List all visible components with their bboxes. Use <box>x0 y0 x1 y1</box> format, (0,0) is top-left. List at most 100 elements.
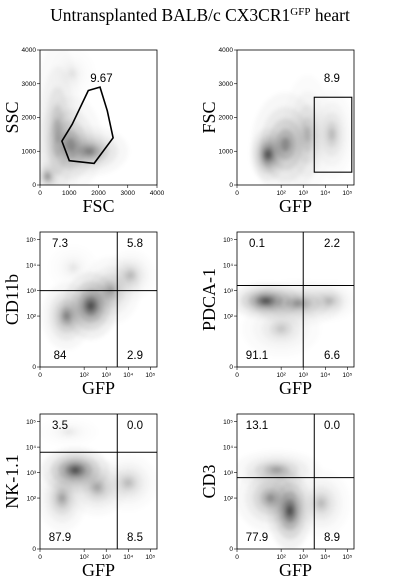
x-tick-label: 0 <box>235 372 239 379</box>
y-tick-label: 0 <box>32 182 36 189</box>
x-tick-label: 10⁴ <box>320 372 330 379</box>
y-tick-label: 10⁵ <box>26 237 36 244</box>
x-tick-label: 10⁴ <box>123 554 133 561</box>
density-cloud <box>244 455 336 549</box>
y-tick-label: 1000 <box>219 148 234 155</box>
y-tick-label: 10³ <box>224 470 234 477</box>
density-blob <box>63 311 70 321</box>
quadrant-percent-lr: 6.6 <box>324 350 340 362</box>
y-axis-label: PDCA-1 <box>199 268 219 331</box>
density-blob <box>328 128 335 141</box>
y-axis-label: CD11b <box>2 274 22 325</box>
density-blob <box>70 466 80 474</box>
x-tick-label: 0 <box>38 554 42 561</box>
y-axis-label: CD3 <box>199 464 219 498</box>
x-axis-label: FSC <box>82 196 114 216</box>
density-blob <box>280 137 291 152</box>
plot-frame <box>236 231 355 368</box>
y-tick-label: 10⁴ <box>26 444 36 451</box>
x-tick-label: 10⁵ <box>342 190 352 197</box>
density-blob <box>93 484 102 492</box>
x-tick-label: 10² <box>276 554 286 561</box>
x-axis-label: GFP <box>279 196 312 216</box>
y-tick-label: 4000 <box>219 47 234 54</box>
x-tick-label: 1000 <box>62 190 77 197</box>
quadrant-percent-ul: 0.1 <box>249 238 265 250</box>
gate-percent: 9.67 <box>90 73 112 85</box>
panel-3: 0 10² 10³ 10⁴ 10⁵ 0 10² 10³ 10⁴ 10⁵ GFP CD11b 7.3 5.8… <box>2 231 158 398</box>
x-tick-label: 10⁴ <box>320 554 330 561</box>
plot-frame <box>236 413 355 550</box>
quadrant-percent-ll: 84 <box>54 350 67 362</box>
y-tick-label: 10³ <box>27 470 37 477</box>
quadrant-percent-ll: 87.9 <box>49 532 71 544</box>
y-tick-label: 0 <box>32 364 36 371</box>
quadrant-percent-lr: 8.9 <box>324 532 340 544</box>
quadrant-percent-ll: 91.1 <box>246 350 268 362</box>
density-cloud <box>250 104 343 183</box>
y-tick-label: 10⁵ <box>223 419 233 426</box>
y-tick-label: 10⁴ <box>26 262 36 269</box>
x-tick-label: 10³ <box>102 554 112 561</box>
gate-rect <box>313 96 353 173</box>
x-tick-label: 10² <box>79 554 89 561</box>
y-tick-label: 0 <box>229 364 233 371</box>
y-tick-label: 3000 <box>219 81 234 88</box>
quadrant-percent-ur: 5.8 <box>127 238 143 250</box>
x-axis-label: GFP <box>279 378 312 398</box>
y-tick-label: 4000 <box>22 47 37 54</box>
y-tick-label: 10² <box>224 313 234 320</box>
x-tick-label: 0 <box>38 372 42 379</box>
quadrant-percent-ur: 0.0 <box>127 420 143 432</box>
density-blob <box>87 301 95 311</box>
plot-frame <box>39 231 158 368</box>
density-blob <box>265 493 275 503</box>
density-cloud <box>48 262 143 341</box>
density-blob <box>58 493 66 503</box>
x-tick-label: 10⁴ <box>123 372 133 379</box>
plot-frame <box>39 413 158 550</box>
figure-title: Untransplanted BALB/c CX3CR1GFP heart <box>50 5 350 25</box>
x-tick-label: 10⁴ <box>320 190 330 197</box>
x-tick-label: 10³ <box>299 372 309 379</box>
y-axis-label: FSC <box>199 101 219 133</box>
x-tick-label: 10⁵ <box>145 554 155 561</box>
x-tick-label: 10⁵ <box>342 554 352 561</box>
quadrant-percent-lr: 2.9 <box>127 350 143 362</box>
density-blob <box>54 118 61 144</box>
y-tick-label: 10⁵ <box>223 237 233 244</box>
y-tick-label: 10² <box>224 495 234 502</box>
quadrant-percent-ul: 7.3 <box>52 238 68 250</box>
quadrant-percent-ll: 77.9 <box>246 532 268 544</box>
x-tick-label: 10³ <box>102 372 112 379</box>
density-cloud <box>40 70 118 185</box>
x-tick-label: 10³ <box>299 190 309 197</box>
density-blob <box>69 264 77 271</box>
y-tick-label: 10³ <box>27 288 37 295</box>
density-blob <box>69 70 76 78</box>
quadrant-percent-ul: 3.5 <box>52 420 68 432</box>
density-blob <box>64 429 73 434</box>
y-tick-label: 0 <box>32 546 36 553</box>
x-tick-label: 4000 <box>150 190 165 197</box>
y-axis-label: SSC <box>2 101 22 133</box>
y-tick-label: 0 <box>229 546 233 553</box>
panel-2: 0 10² 10³ 10⁴ 10⁵ 0 1000 2000 3000 4000 GFP FSC 8.9 <box>199 47 355 216</box>
x-tick-label: 2000 <box>91 190 106 197</box>
y-tick-label: 2000 <box>219 115 234 122</box>
x-tick-label: 0 <box>235 190 239 197</box>
quadrant-percent-ul: 13.1 <box>246 420 268 432</box>
x-tick-label: 10² <box>276 372 286 379</box>
density-cloud <box>237 282 344 343</box>
quadrant-percent-lr: 8.5 <box>127 532 143 544</box>
panel-5: 0 10² 10³ 10⁴ 10⁵ 0 10² 10³ 10⁴ 10⁵ GFP NK-1.1 3.5 0.… <box>2 413 158 579</box>
x-tick-label: 0 <box>38 190 42 197</box>
y-tick-label: 10⁵ <box>26 419 36 426</box>
density-blob <box>304 126 311 143</box>
y-tick-label: 10² <box>27 313 37 320</box>
x-tick-label: 10⁵ <box>145 372 155 379</box>
panel-4: 0 10² 10³ 10⁴ 10⁵ 0 10² 10³ 10⁴ 10⁵ GFP PDCA-1 0.1 2.… <box>199 231 355 398</box>
quadrant-percent-ur: 2.2 <box>324 238 340 250</box>
y-tick-label: 0 <box>229 182 233 189</box>
